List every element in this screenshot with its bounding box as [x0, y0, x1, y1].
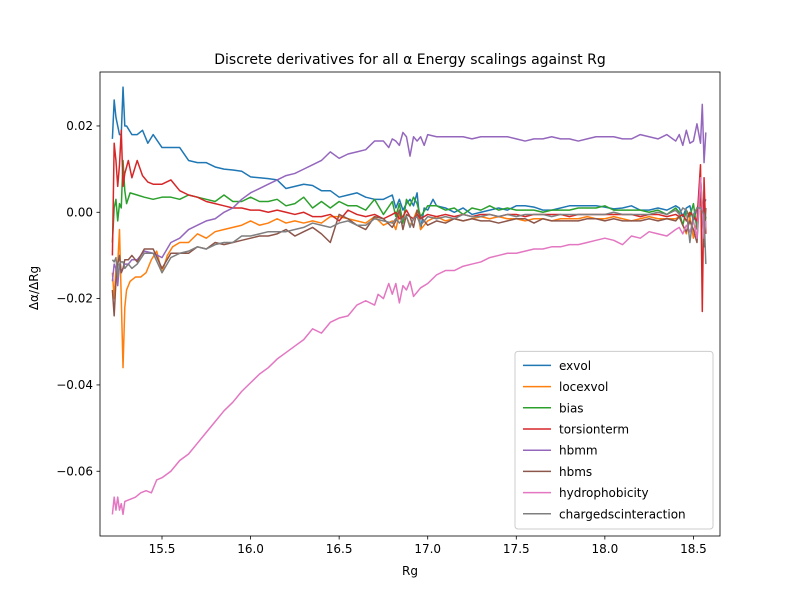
y-axis-label: Δα/ΔRg [27, 266, 41, 310]
series-line-hbmm [111, 103, 707, 287]
x-tick-label: 18.0 [591, 542, 618, 556]
y-tick-label: −0.02 [56, 292, 93, 306]
legend-label-torsionterm: torsionterm [559, 423, 629, 437]
series-line-hbms [111, 179, 707, 317]
series-line-bias [111, 159, 707, 243]
x-tick-label: 18.5 [680, 542, 707, 556]
legend-label-exvol: exvol [559, 359, 591, 373]
legend-label-hbms: hbms [559, 465, 592, 479]
y-tick-label: 0.02 [66, 119, 93, 133]
series-line-hydrophobicity [111, 177, 707, 516]
x-tick-label: 16.5 [326, 542, 353, 556]
legend-label-chargedscinteraction: chargedscinteraction [559, 507, 686, 521]
legend-label-hydrophobicity: hydrophobicity [559, 486, 649, 500]
legend-label-hbmm: hbmm [559, 444, 598, 458]
x-tick-label: 15.5 [149, 542, 176, 556]
chart-title: Discrete derivatives for all α Energy sc… [214, 52, 605, 68]
legend: exvol locexvol bias torsionterm hbmm hbms hydr… [514, 350, 714, 530]
legend-label-locexvol: locexvol [559, 380, 608, 394]
x-tick-label: 17.0 [414, 542, 441, 556]
x-axis-label: Rg [402, 564, 418, 578]
legend-box [514, 350, 714, 530]
plot-area: 15.5 16.0 16.5 17.0 17.5 18.0 18.5 −0.06 −0.04 −0… [56, 71, 721, 556]
y-tick-label: −0.06 [56, 464, 93, 478]
y-tick-label: 0.00 [66, 205, 93, 219]
x-tick-label: 16.0 [237, 542, 264, 556]
x-tick-label: 17.5 [503, 542, 530, 556]
legend-label-bias: bias [559, 401, 584, 415]
series-line-torsionterm [111, 129, 707, 313]
series-line-chargedscinteraction [111, 207, 707, 278]
y-tick-label: −0.04 [56, 378, 93, 392]
axes-frame [99, 71, 721, 537]
